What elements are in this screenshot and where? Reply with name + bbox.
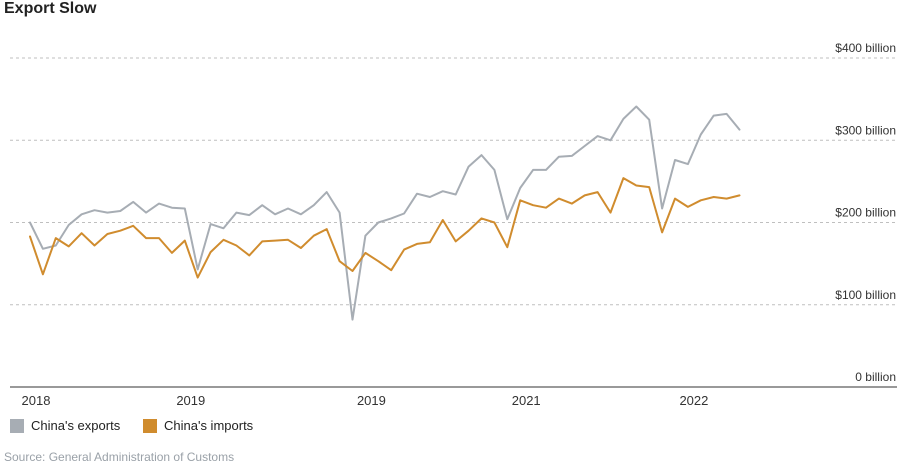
source-note: Source: General Administration of Custom… bbox=[4, 450, 235, 464]
legend-label-exports: China's exports bbox=[31, 418, 121, 433]
x-tick-label: 2018 bbox=[22, 393, 51, 408]
x-tick-label: 2022 bbox=[679, 393, 708, 408]
chart-title: Export Slow bbox=[4, 0, 97, 17]
legend-swatch-exports bbox=[10, 418, 24, 433]
legend-swatch-imports bbox=[143, 418, 157, 433]
x-tick-label: 2019 bbox=[357, 393, 386, 408]
y-tick-label: 0 billion bbox=[855, 370, 896, 384]
series-line-exports bbox=[29, 105, 741, 321]
y-tick-label: $400 billion bbox=[835, 41, 896, 55]
grid-lines bbox=[10, 57, 897, 306]
series-lines bbox=[29, 105, 741, 321]
legend-label-imports: China's imports bbox=[164, 418, 254, 433]
y-tick-label: $200 billion bbox=[835, 206, 896, 220]
y-axis-labels: 0 billion $100 billion $200 billion $300 bi… bbox=[835, 41, 896, 384]
series-line-imports bbox=[29, 177, 741, 279]
x-tick-label: 2019 bbox=[176, 393, 205, 408]
legend-item-exports: China's exports bbox=[10, 418, 120, 433]
x-axis: 2018 2019 2019 2021 2022 bbox=[10, 386, 897, 408]
legend-item-imports: China's imports bbox=[143, 418, 253, 433]
y-tick-label: $300 billion bbox=[835, 123, 896, 137]
y-tick-label: $100 billion bbox=[835, 288, 896, 302]
x-tick-label: 2021 bbox=[512, 393, 541, 408]
